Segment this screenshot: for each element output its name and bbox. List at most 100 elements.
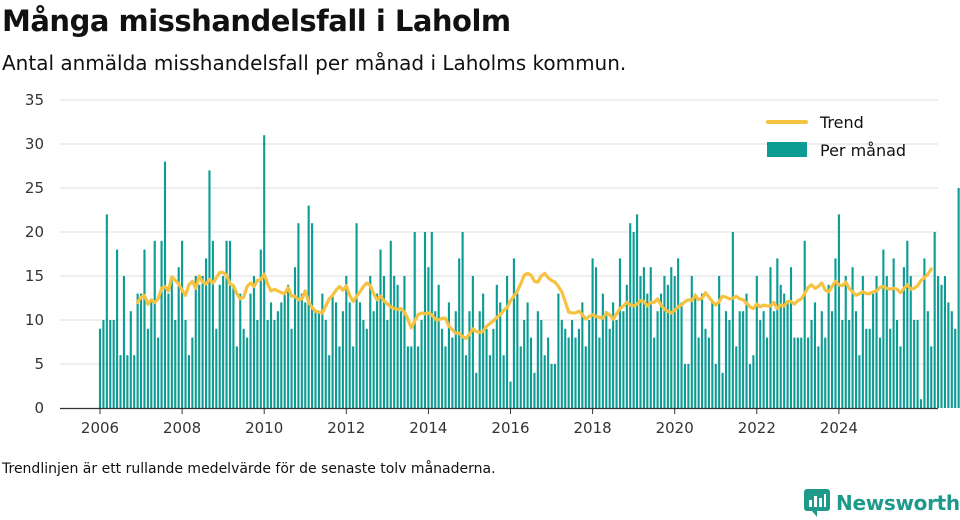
legend-label-bars: Per månad — [820, 141, 906, 160]
bar — [461, 232, 464, 408]
bar — [300, 293, 303, 408]
brand-logo[interactable]: Newsworthy — [804, 488, 960, 518]
bar — [940, 284, 943, 408]
bar — [916, 320, 919, 408]
bar — [471, 276, 474, 408]
bar — [553, 364, 557, 408]
bar — [810, 320, 813, 408]
bar — [858, 355, 861, 408]
bar — [211, 240, 214, 408]
bar — [174, 320, 177, 408]
bar — [143, 249, 146, 408]
bar — [160, 240, 163, 408]
bar — [163, 161, 167, 408]
bar — [950, 311, 953, 408]
bar — [636, 214, 639, 408]
bar — [680, 302, 683, 408]
bar — [807, 337, 810, 408]
bar — [345, 276, 348, 408]
bar — [687, 364, 690, 408]
legend-swatch-trend — [766, 120, 808, 124]
chart-title: Många misshandelsfall i Laholm — [2, 4, 511, 38]
bar — [369, 276, 372, 408]
bar — [434, 311, 437, 408]
trend-series — [136, 267, 933, 341]
bar — [608, 328, 611, 408]
bar — [314, 311, 317, 408]
bar — [913, 320, 916, 408]
bar — [895, 320, 899, 408]
bar — [252, 276, 255, 408]
bar — [762, 311, 765, 408]
bar — [263, 135, 266, 408]
y-axis-ticks: 0 5 10 15 20 25 30 35 — [25, 91, 44, 417]
bar — [714, 364, 717, 408]
bar — [181, 240, 184, 408]
gridlines — [60, 99, 938, 365]
brand-name: Newsworthy — [836, 491, 960, 515]
bar — [755, 276, 758, 408]
bar — [529, 337, 533, 408]
bar — [464, 355, 468, 408]
bar — [324, 320, 327, 408]
bar — [194, 276, 197, 408]
bar — [759, 320, 762, 408]
bar — [629, 223, 632, 408]
bar — [112, 320, 115, 408]
y-tick-label: 20 — [25, 223, 44, 241]
bar — [393, 276, 396, 408]
bar — [547, 337, 550, 408]
bar — [673, 276, 676, 408]
bar — [283, 293, 286, 408]
bar — [766, 337, 769, 408]
bar — [430, 232, 433, 408]
bar — [659, 293, 663, 408]
legend-swatch-bars — [767, 142, 807, 157]
bar — [701, 293, 704, 408]
bar — [444, 346, 447, 408]
bar — [317, 311, 320, 408]
bar — [841, 320, 844, 408]
bar — [906, 240, 909, 408]
bar — [235, 346, 238, 408]
bar — [738, 311, 741, 408]
bar — [201, 276, 204, 408]
bar — [146, 328, 149, 408]
x-tick-label: 2018 — [574, 419, 612, 437]
bar — [707, 337, 710, 408]
bar — [307, 205, 310, 408]
y-tick-label: 30 — [25, 135, 44, 153]
bar — [495, 284, 498, 408]
bar — [399, 311, 403, 408]
bar — [451, 337, 454, 408]
bar — [947, 302, 950, 408]
bar — [878, 337, 882, 408]
bar — [334, 302, 338, 408]
bar — [820, 311, 823, 408]
x-tick-label: 2008 — [163, 419, 201, 437]
bar — [105, 214, 108, 408]
bar — [153, 240, 156, 408]
x-tick-label: 2016 — [491, 419, 529, 437]
bar — [239, 293, 242, 408]
bar — [139, 293, 143, 408]
bar — [581, 302, 584, 408]
bar — [341, 311, 344, 408]
bar — [222, 276, 225, 408]
bar — [943, 276, 947, 408]
bar — [519, 346, 522, 408]
bar — [187, 355, 190, 408]
bar — [109, 320, 112, 408]
bar — [779, 284, 782, 408]
bar — [512, 258, 515, 408]
bar — [526, 302, 529, 408]
bar — [885, 276, 888, 408]
bar — [150, 302, 153, 408]
bar — [618, 258, 622, 408]
bar — [287, 284, 290, 408]
bar — [122, 276, 126, 408]
bar — [177, 267, 180, 408]
y-tick-label: 0 — [34, 399, 44, 417]
bar — [348, 302, 351, 408]
